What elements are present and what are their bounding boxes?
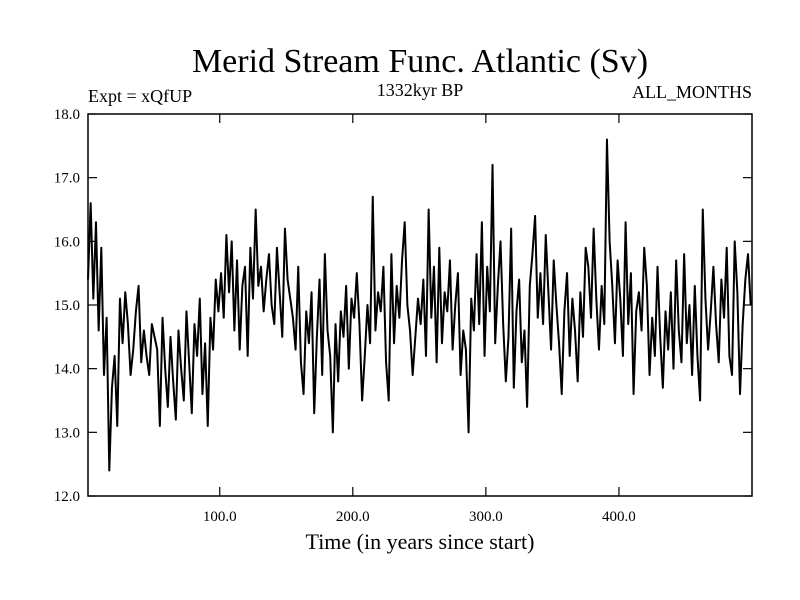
experiment-label: Expt = xQfUP: [88, 86, 192, 106]
x-axis-title: Time (in years since start): [306, 529, 535, 554]
y-tick-label: 12.0: [54, 489, 80, 505]
y-tick-label: 17.0: [54, 171, 80, 187]
plot-frame: [87, 113, 753, 497]
x-tick-label: 300.0: [469, 509, 503, 525]
series-line: [87, 138, 752, 472]
x-tick-label: 200.0: [336, 509, 370, 525]
x-tick-label: 100.0: [203, 509, 237, 525]
time-period-label: 1332kyr BP: [377, 80, 464, 100]
x-tick-label: 400.0: [602, 509, 636, 525]
months-label: ALL_MONTHS: [632, 82, 752, 102]
y-tick-label: 16.0: [54, 234, 80, 250]
y-tick-label: 15.0: [54, 298, 80, 314]
y-tick-label: 13.0: [54, 425, 80, 441]
y-tick-label: 14.0: [54, 362, 80, 378]
y-tick-label: 18.0: [54, 107, 80, 123]
chart-title: Merid Stream Func. Atlantic (Sv): [192, 43, 648, 80]
x-axis: 100.0 200.0 300.0 400.0: [203, 114, 636, 525]
